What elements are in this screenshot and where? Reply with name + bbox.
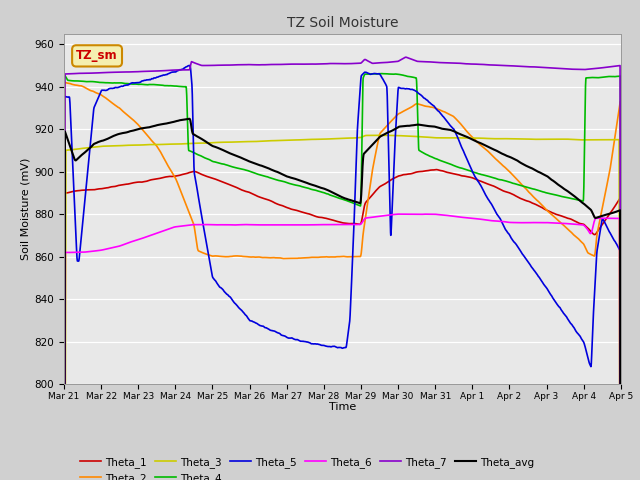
Line: Theta_3: Theta_3	[64, 135, 621, 480]
Theta_2	[546, 210, 554, 216]
Theta_7	[124, 69, 131, 75]
Theta_6	[157, 229, 164, 235]
Theta_1	[433, 167, 440, 172]
Theta_5	[298, 338, 306, 344]
Theta_5	[546, 291, 554, 297]
Theta_2	[298, 255, 306, 261]
Theta_3	[606, 137, 614, 143]
Theta_5	[157, 73, 164, 79]
Theta_1	[298, 209, 305, 215]
Theta_3	[274, 138, 282, 144]
Theta_4	[298, 184, 305, 190]
Legend: Theta_1, Theta_2, Theta_3, Theta_4, Theta_5, Theta_6, Theta_7, Theta_avg: Theta_1, Theta_2, Theta_3, Theta_4, Thet…	[81, 457, 534, 480]
Line: Theta_7: Theta_7	[64, 57, 621, 480]
Theta_3	[546, 136, 554, 142]
Theta_5	[606, 230, 614, 236]
Line: Theta_4: Theta_4	[64, 73, 621, 480]
Theta_7	[546, 65, 554, 71]
Y-axis label: Soil Moisture (mV): Soil Moisture (mV)	[20, 157, 30, 260]
Theta_avg	[186, 116, 193, 121]
Theta_5	[186, 62, 194, 68]
Theta_avg	[124, 129, 131, 135]
Line: Theta_6: Theta_6	[64, 214, 621, 480]
Title: TZ Soil Moisture: TZ Soil Moisture	[287, 16, 398, 30]
Theta_2	[157, 149, 164, 155]
Theta_6	[394, 211, 402, 217]
Theta_7	[298, 61, 305, 67]
Theta_avg	[157, 121, 164, 127]
X-axis label: Time: Time	[329, 402, 356, 412]
Theta_7	[157, 68, 164, 74]
Line: Theta_2: Theta_2	[64, 83, 621, 480]
Theta_2	[124, 112, 132, 118]
Theta_7	[274, 61, 282, 67]
Theta_2	[274, 255, 282, 261]
Theta_1	[546, 209, 554, 215]
Theta_1	[157, 175, 164, 181]
Theta_5	[274, 330, 282, 336]
Theta_2	[606, 167, 614, 172]
Theta_3	[298, 137, 305, 143]
Theta_avg	[298, 178, 306, 184]
Theta_5	[124, 82, 131, 88]
Theta_4	[546, 191, 554, 197]
Text: TZ_sm: TZ_sm	[76, 49, 118, 62]
Theta_1	[606, 211, 614, 216]
Theta_4	[124, 81, 131, 86]
Theta_2	[61, 80, 68, 85]
Theta_7	[606, 64, 614, 70]
Line: Theta_avg: Theta_avg	[64, 119, 621, 480]
Theta_3	[124, 143, 131, 148]
Theta_3	[380, 132, 388, 138]
Theta_4	[157, 82, 164, 88]
Theta_avg	[546, 176, 554, 181]
Theta_4	[274, 177, 282, 183]
Theta_4	[377, 71, 385, 76]
Line: Theta_1: Theta_1	[64, 169, 621, 480]
Theta_6	[298, 222, 305, 228]
Theta_3	[157, 142, 164, 147]
Theta_6	[274, 222, 282, 228]
Theta_avg	[274, 169, 282, 175]
Line: Theta_5: Theta_5	[64, 65, 621, 480]
Theta_6	[546, 220, 554, 226]
Theta_1	[124, 181, 131, 187]
Theta_6	[124, 240, 131, 246]
Theta_7	[402, 54, 410, 60]
Theta_6	[606, 216, 614, 221]
Theta_avg	[606, 211, 614, 216]
Theta_1	[274, 201, 282, 207]
Theta_4	[606, 73, 614, 79]
